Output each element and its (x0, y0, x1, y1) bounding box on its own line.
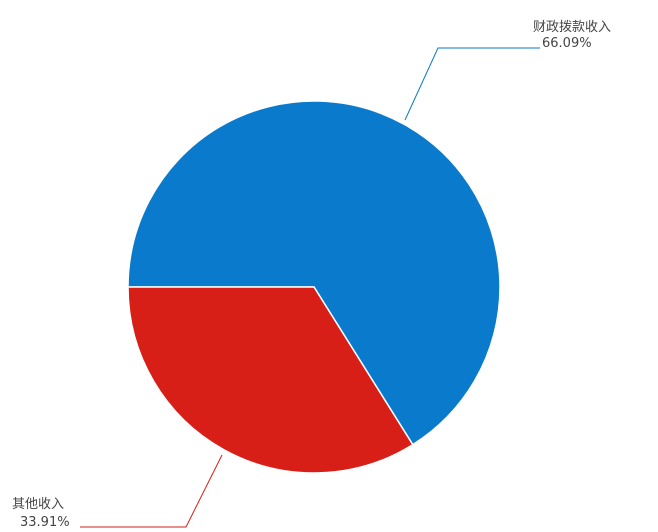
slices-layer (127, 100, 501, 474)
leader-line-1 (80, 454, 223, 528)
pie-slice-0 (127, 100, 501, 446)
slice-label-group-0: 财政拨款收入 66.09% (533, 20, 611, 51)
leader-line-0 (404, 47, 540, 121)
leader-lines-layer (80, 47, 540, 528)
slice-label-name-1: 其他收入 (12, 497, 64, 512)
slice-label-value-0: 66.09% (542, 36, 592, 51)
slice-label-name-0: 财政拨款收入 (533, 20, 611, 35)
slice-label-value-1: 33.91% (20, 515, 70, 530)
slice-label-group-1: 其他收入 33.91% (12, 497, 70, 530)
pie-slice-1 (127, 286, 414, 474)
